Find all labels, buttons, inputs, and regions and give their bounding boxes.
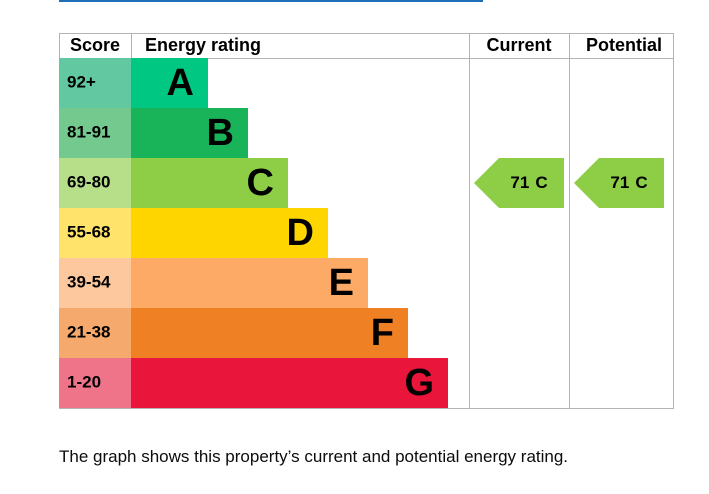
header-score: Score [70,35,120,55]
score-cell [59,258,131,308]
rating-bar [131,258,368,308]
header-rating: Energy rating [145,35,261,55]
score-label: 81-91 [67,122,110,141]
score-label: 69-80 [67,172,110,191]
header-potential: Potential [586,35,662,55]
header-current: Current [486,35,551,55]
score-cell [59,108,131,158]
score-label: 92+ [67,72,96,91]
rating-bar [131,158,288,208]
rating-bar [131,208,328,258]
rating-bar [131,308,408,358]
score-label: 39-54 [67,272,111,291]
rating-letter: G [404,362,434,404]
potential-letter: C [635,173,647,192]
potential-arrow [574,158,664,208]
score-cell [59,158,131,208]
score-cell [59,208,131,258]
rating-bar [131,58,208,108]
score-label: 1-20 [67,372,101,391]
rating-bar [131,108,248,158]
rating-letter: E [329,262,354,304]
rating-letter: C [247,162,274,204]
current-score: 71 [510,173,529,192]
potential-label: 71 C [610,173,647,192]
epc-chart: Score Energy rating Current Potential 92… [59,0,674,409]
current-arrow [474,158,564,208]
rating-letter: A [167,62,194,104]
score-label: 55-68 [67,222,110,241]
rating-letter: D [287,212,314,254]
current-label: 71 C [510,173,547,192]
current-letter: C [535,173,547,192]
score-label: 21-38 [67,322,110,341]
score-cell [59,58,131,108]
rating-letter: B [207,112,234,154]
score-cell [59,308,131,358]
potential-score: 71 [610,173,629,192]
rating-letter: F [371,312,394,354]
score-cell [59,358,131,408]
rating-bar [131,358,448,408]
caption: The graph shows this property’s current … [59,447,569,466]
